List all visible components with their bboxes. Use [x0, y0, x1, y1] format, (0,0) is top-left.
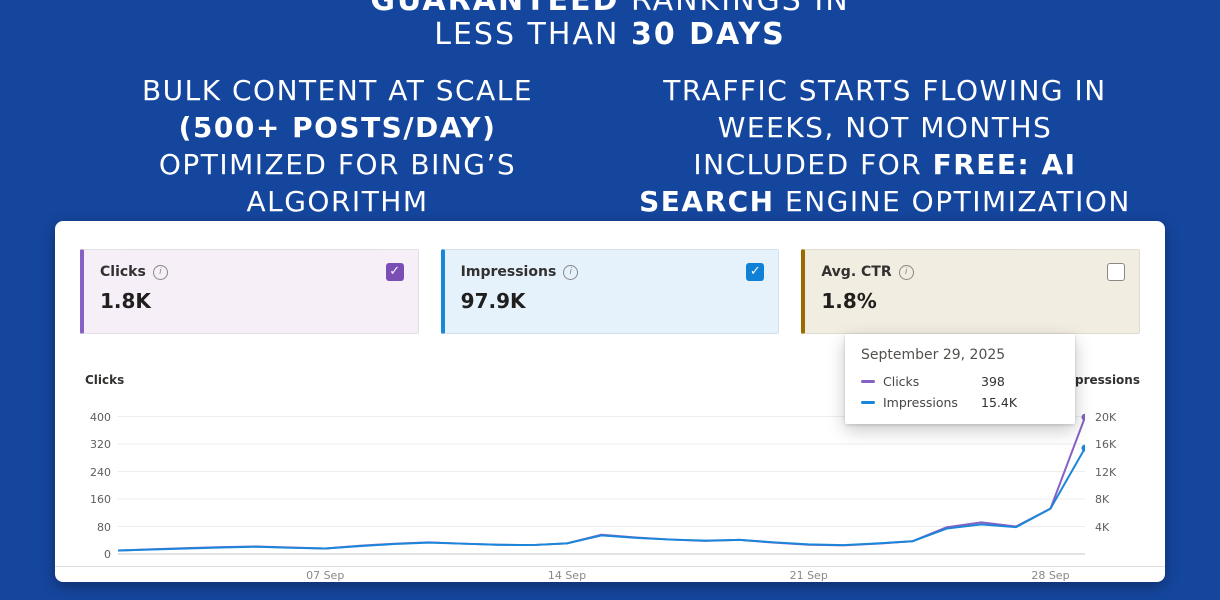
feature-left-line4: ALGORITHM [246, 185, 429, 218]
feature-left-line2: (500+ POSTS/DAY) [178, 111, 497, 144]
hero-line-1: GUARANTEED RANKINGS IN [0, 0, 1220, 18]
info-icon[interactable]: i [563, 264, 579, 280]
feature-columns: BULK CONTENT AT SCALE (500+ POSTS/DAY) O… [0, 72, 1220, 220]
impressions-checkbox[interactable]: ✓ [746, 263, 765, 281]
metric-value: 1.8K [100, 289, 151, 313]
clicks-line-swatch [861, 380, 875, 383]
left-axis-tick: 320 [90, 438, 111, 451]
left-axis-tick: 0 [104, 548, 111, 561]
metric-head: Avg. CTR i [821, 263, 1126, 281]
right-axis-tick: 4K [1095, 520, 1110, 534]
metric-head: Impressions i ✓ [461, 263, 765, 281]
tooltip-label: Impressions [883, 395, 958, 410]
hero-line1-rest: RANKINGS IN [630, 0, 850, 18]
feature-right-line4: SEARCH ENGINE OPTIMIZATION [590, 183, 1180, 220]
feature-left-line1: BULK CONTENT AT SCALE [141, 74, 534, 107]
chart-bottom-divider [55, 566, 1165, 567]
metric-label: Clicks [100, 264, 146, 280]
metric-head: Clicks i ✓ [100, 263, 404, 281]
feature-right-line3-bold: FREE: AI [932, 148, 1077, 181]
feature-right-line1: TRAFFIC STARTS FLOWING IN [663, 74, 1107, 107]
avg-ctr-checkbox[interactable] [1107, 263, 1126, 281]
metric-value: 1.8% [821, 289, 877, 313]
page: { "colors": { "background": "#15469e", "… [0, 0, 1220, 582]
info-icon[interactable]: i [898, 264, 914, 280]
feature-left-line3: OPTIMIZED FOR BING’S [158, 148, 517, 181]
x-axis-label: 07 Sep [306, 569, 345, 582]
tooltip-value: 398 [981, 374, 1005, 389]
feature-right: TRAFFIC STARTS FLOWING IN WEEKS, NOT MON… [590, 72, 1180, 220]
feature-right-line3-pre: INCLUDED FOR [693, 148, 923, 181]
metric-value: 97.9K [460, 289, 526, 313]
left-axis-title: Clicks [85, 373, 125, 387]
left-axis-tick: 160 [90, 493, 111, 506]
feature-right-line3: INCLUDED FOR FREE: AI [590, 146, 1180, 183]
metric-label: Avg. CTR [821, 264, 892, 280]
right-axis-title: Impressions [1058, 373, 1140, 387]
hero-line1-bold: GUARANTEED [370, 0, 620, 18]
left-axis-tick: 240 [90, 465, 111, 479]
info-icon[interactable]: i [152, 264, 168, 280]
feature-right-line4-post: ENGINE OPTIMIZATION [785, 185, 1131, 218]
right-axis-tick: 16K [1095, 438, 1117, 451]
tooltip-row-impressions: Impressions 15.4K [861, 395, 1059, 410]
right-axis-tick: 20K [1095, 410, 1117, 424]
metric-card-clicks[interactable]: Clicks i ✓ 1.8K [80, 249, 419, 334]
x-axis-label: 28 Sep [1031, 569, 1070, 582]
chart-tooltip: September 29, 2025 Clicks 398 Impression… [845, 334, 1075, 424]
x-axis-label: 14 Sep [547, 569, 587, 582]
clicks-checkbox[interactable]: ✓ [385, 263, 404, 281]
hero-line-2: LESS THAN 30 DAYS [0, 18, 1220, 52]
chart-plot[interactable] [118, 411, 1085, 561]
tooltip-label: Clicks [883, 374, 920, 389]
analytics-dashboard-card: Clicks i ✓ 1.8K Impressions i ✓ 97.9K Av… [55, 221, 1165, 582]
right-axis-tick: 8K [1095, 493, 1110, 506]
hero-line2-bold: 30 DAYS [630, 17, 786, 52]
feature-left: BULK CONTENT AT SCALE (500+ POSTS/DAY) O… [85, 72, 590, 220]
impressions-line-swatch [861, 401, 875, 404]
hero-line2-pre: LESS THAN [434, 17, 620, 52]
metric-card-row: Clicks i ✓ 1.8K Impressions i ✓ 97.9K Av… [80, 249, 1141, 334]
hero-headline: GUARANTEED RANKINGS IN LESS THAN 30 DAYS [0, 0, 1220, 52]
tooltip-date: September 29, 2025 [861, 347, 1006, 363]
tooltip-row-clicks: Clicks 398 [861, 374, 1059, 389]
feature-right-line2: WEEKS, NOT MONTHS [717, 111, 1053, 144]
tooltip-value: 15.4K [981, 395, 1018, 410]
left-axis-tick: 80 [97, 520, 111, 534]
feature-right-line4-bold: SEARCH [639, 185, 775, 218]
right-axis-tick: 12K [1095, 465, 1117, 479]
metric-card-impressions[interactable]: Impressions i ✓ 97.9K [440, 249, 780, 334]
left-axis-tick: 400 [90, 410, 111, 424]
metric-card-avg-ctr[interactable]: Avg. CTR i 1.8% [801, 249, 1141, 334]
x-axis-label: 21 Sep [789, 569, 828, 582]
metric-label: Impressions [460, 264, 557, 280]
